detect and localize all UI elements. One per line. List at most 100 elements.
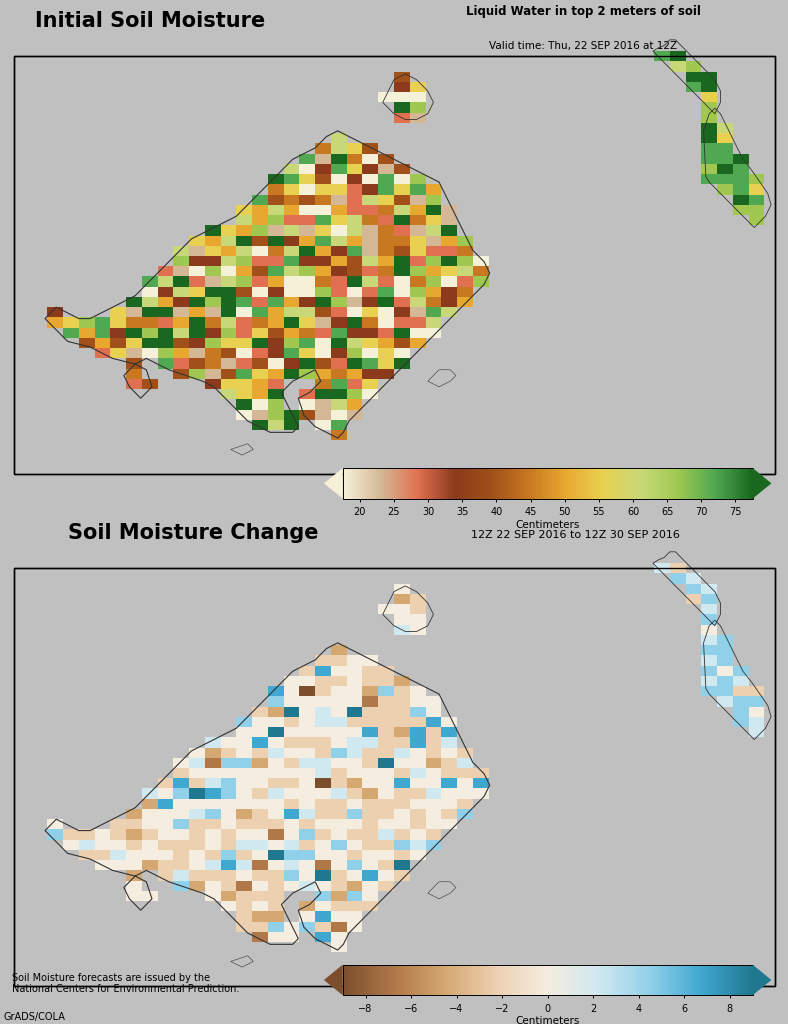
Bar (441, 717, 457, 727)
Bar (362, 164, 378, 174)
Bar (252, 256, 268, 266)
Bar (142, 829, 158, 840)
Bar (252, 799, 268, 809)
Bar (347, 317, 362, 328)
Bar (378, 246, 394, 256)
Bar (189, 266, 205, 276)
Bar (158, 788, 173, 799)
Bar (284, 676, 299, 686)
Bar (205, 778, 221, 788)
Bar (733, 696, 749, 707)
Bar (205, 850, 221, 860)
Bar (347, 215, 362, 225)
Bar (189, 358, 205, 369)
Bar (126, 829, 142, 840)
Bar (284, 420, 299, 430)
Bar (378, 666, 394, 676)
Bar (315, 246, 331, 256)
Bar (410, 748, 426, 758)
Bar (252, 205, 268, 215)
Bar (268, 379, 284, 389)
Bar (441, 205, 457, 215)
Bar (378, 748, 394, 758)
Bar (378, 696, 394, 707)
Bar (205, 276, 221, 287)
Bar (394, 236, 410, 246)
Bar (268, 799, 284, 809)
Bar (299, 901, 315, 911)
Bar (410, 809, 426, 819)
Bar (331, 748, 347, 758)
Bar (299, 358, 315, 369)
Bar (749, 215, 764, 225)
Bar (252, 840, 268, 850)
Bar (378, 850, 394, 860)
Bar (426, 297, 441, 307)
Bar (441, 256, 457, 266)
Bar (410, 236, 426, 246)
Bar (142, 328, 158, 338)
Bar (426, 819, 441, 829)
Bar (426, 696, 441, 707)
Bar (347, 829, 362, 840)
Bar (426, 225, 441, 236)
Bar (441, 819, 457, 829)
Bar (315, 881, 331, 891)
Bar (252, 399, 268, 410)
Bar (205, 891, 221, 901)
Bar (158, 870, 173, 881)
Bar (347, 338, 362, 348)
Bar (378, 297, 394, 307)
Bar (426, 205, 441, 215)
Bar (142, 297, 158, 307)
Bar (315, 225, 331, 236)
Bar (252, 225, 268, 236)
Bar (284, 778, 299, 788)
Bar (701, 686, 717, 696)
Bar (441, 225, 457, 236)
Bar (394, 276, 410, 287)
Bar (331, 901, 347, 911)
Bar (315, 154, 331, 164)
Bar (315, 829, 331, 840)
Bar (362, 338, 378, 348)
Bar (410, 297, 426, 307)
Bar (205, 348, 221, 358)
Bar (315, 164, 331, 174)
Bar (315, 901, 331, 911)
Bar (378, 266, 394, 276)
Bar (394, 215, 410, 225)
Bar (701, 655, 717, 666)
Bar (441, 246, 457, 256)
Bar (749, 184, 764, 195)
Bar (299, 164, 315, 174)
Bar (299, 174, 315, 184)
Bar (189, 328, 205, 338)
Bar (410, 92, 426, 102)
Bar (205, 788, 221, 799)
Bar (252, 922, 268, 932)
Bar (205, 737, 221, 748)
Bar (362, 655, 378, 666)
Bar (686, 61, 701, 72)
Bar (299, 840, 315, 850)
Bar (362, 870, 378, 881)
Bar (299, 696, 315, 707)
Bar (394, 686, 410, 696)
Bar (410, 829, 426, 840)
Bar (733, 184, 749, 195)
Bar (236, 768, 252, 778)
Bar (315, 676, 331, 686)
Bar (394, 860, 410, 870)
Bar (284, 164, 299, 174)
Bar (221, 737, 236, 748)
Bar (189, 276, 205, 287)
Bar (173, 297, 189, 307)
Bar (410, 246, 426, 256)
Bar (126, 891, 142, 901)
Bar (362, 287, 378, 297)
Bar (14, 568, 775, 985)
Bar (315, 195, 331, 205)
Bar (331, 819, 347, 829)
Bar (410, 778, 426, 788)
